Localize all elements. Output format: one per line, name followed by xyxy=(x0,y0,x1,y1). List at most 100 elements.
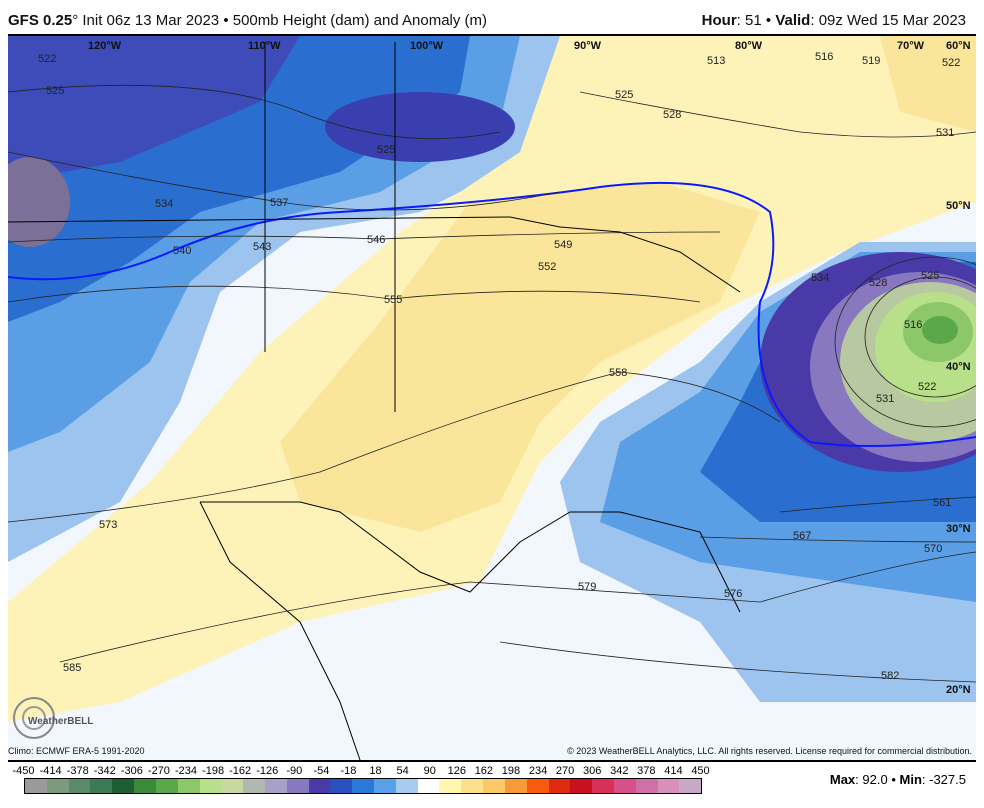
svg-text:561: 561 xyxy=(933,497,951,509)
colorbar-bin xyxy=(352,779,374,793)
colorbar-tick: -234 xyxy=(174,765,198,777)
colorbar-bin xyxy=(461,779,484,793)
colorbar-bin xyxy=(46,779,69,793)
svg-text:531: 531 xyxy=(876,393,894,405)
colorbar-tick: 342 xyxy=(610,765,629,777)
colorbar-bin xyxy=(243,779,265,793)
svg-text:525: 525 xyxy=(46,85,64,97)
colorbar-tick: 198 xyxy=(501,765,521,777)
max-min: Max: 92.0 • Min: -327.5 xyxy=(829,772,966,787)
colorbar-bin xyxy=(25,779,47,793)
svg-text:100°W: 100°W xyxy=(410,40,444,52)
climo-note: Climo: ECMWF ERA-5 1991-2020 xyxy=(8,746,145,756)
colorbar-bin xyxy=(134,779,156,793)
colorbar-tick: -90 xyxy=(286,765,303,777)
colorbar-tick: -198 xyxy=(202,765,225,777)
colorbar-tick: -162 xyxy=(229,765,252,777)
svg-text:534: 534 xyxy=(811,272,829,284)
graticule-labels: 120°W 110°W 100°W 90°W 80°W 70°W 60°N 50… xyxy=(88,40,971,696)
colorbar-bin xyxy=(439,779,462,793)
svg-text:528: 528 xyxy=(663,109,681,121)
copyright: © 2023 WeatherBELL Analytics, LLC. All r… xyxy=(567,746,972,756)
colorbar-tick: 126 xyxy=(447,765,466,777)
colorbar-bin xyxy=(526,779,549,793)
colorbar-tick: 306 xyxy=(583,765,602,777)
colorbar-tick: -306 xyxy=(120,765,143,777)
svg-text:546: 546 xyxy=(367,234,385,246)
colorbar-tick: 414 xyxy=(664,765,683,777)
colorbar-bin xyxy=(613,779,636,793)
colorbar-tick: -18 xyxy=(340,765,357,777)
svg-text:549: 549 xyxy=(554,239,572,251)
colorbar-tick: 54 xyxy=(396,765,409,777)
map-title: GFS 0.25° Init 06z 13 Mar 2023 • 500mb H… xyxy=(8,12,488,29)
colorbar-bin xyxy=(417,779,440,793)
weatherbell-logo: WeatherBELL xyxy=(13,697,93,739)
colorbar-tick: 378 xyxy=(637,765,656,777)
colorbar-tick: 18 xyxy=(369,765,382,777)
svg-text:531: 531 xyxy=(936,127,954,139)
colorbar-bin xyxy=(264,779,287,793)
colorbar-bin xyxy=(592,779,614,793)
contour-labels: 522 525 534 537 540 543 546 549 552 555 … xyxy=(38,51,960,682)
svg-text:90°W: 90°W xyxy=(574,40,602,52)
colorbar-bin xyxy=(68,779,91,793)
colorbar-tick: -270 xyxy=(147,765,170,777)
svg-text:555: 555 xyxy=(384,294,402,306)
colorbar-bin xyxy=(548,779,571,793)
svg-text:579: 579 xyxy=(578,581,596,593)
svg-text:70°W: 70°W xyxy=(897,40,925,52)
svg-text:573: 573 xyxy=(99,519,117,531)
svg-text:525: 525 xyxy=(377,144,395,156)
svg-text:40°N: 40°N xyxy=(946,361,971,373)
svg-text:516: 516 xyxy=(815,51,833,63)
colorbar-bin xyxy=(177,779,200,793)
svg-text:120°W: 120°W xyxy=(88,40,122,52)
svg-text:80°W: 80°W xyxy=(735,40,763,52)
svg-text:522: 522 xyxy=(918,381,936,393)
colorbar-bin xyxy=(199,779,222,793)
colorbar-tick: -54 xyxy=(313,765,330,777)
colorbar-bin xyxy=(395,779,418,793)
colorbar-tick: 90 xyxy=(423,765,436,777)
svg-text:525: 525 xyxy=(615,89,633,101)
colorbar-bin xyxy=(286,779,309,793)
weather-map: 522 525 534 537 540 543 546 549 552 555 … xyxy=(8,34,976,762)
svg-text:582: 582 xyxy=(881,670,899,682)
svg-text:567: 567 xyxy=(793,530,811,542)
colorbar-bin xyxy=(635,779,658,793)
svg-text:WeatherBELL: WeatherBELL xyxy=(28,716,93,727)
colorbar-tick: 234 xyxy=(528,765,548,777)
svg-text:50°N: 50°N xyxy=(946,200,971,212)
colorbar-bin xyxy=(679,779,702,793)
colorbar-tick: 162 xyxy=(474,765,494,777)
colorbar-bin xyxy=(374,779,396,793)
colorbar-tick: 450 xyxy=(691,765,710,777)
svg-text:20°N: 20°N xyxy=(946,684,971,696)
colorbar-bin xyxy=(112,779,135,793)
svg-text:570: 570 xyxy=(924,543,942,555)
colorbar-bin xyxy=(504,779,527,793)
valid-time: Hour: 51 • Valid: 09z Wed 15 Mar 2023 xyxy=(701,12,966,29)
svg-text:513: 513 xyxy=(707,55,725,67)
svg-text:528: 528 xyxy=(869,277,887,289)
svg-text:519: 519 xyxy=(862,55,880,67)
svg-text:30°N: 30°N xyxy=(946,523,971,535)
colorbar-bin xyxy=(155,779,178,793)
colorbar-tick: -414 xyxy=(39,765,62,777)
svg-text:522: 522 xyxy=(942,57,960,69)
colorbar-bin xyxy=(657,779,680,793)
svg-text:534: 534 xyxy=(155,198,173,210)
svg-text:537: 537 xyxy=(270,197,288,209)
colorbar-bin xyxy=(221,779,244,793)
svg-text:60°N: 60°N xyxy=(946,40,971,52)
colorbar-tick: -378 xyxy=(66,765,89,777)
svg-text:585: 585 xyxy=(63,662,81,674)
svg-text:558: 558 xyxy=(609,367,627,379)
colorbar-tick: 270 xyxy=(555,765,575,777)
svg-text:576: 576 xyxy=(724,588,742,600)
line-540-dam xyxy=(8,181,976,447)
colorbar-ticks: -450 -414 -378 -342 -306 -270 -234 -198 -162 -126… xyxy=(10,765,714,777)
colorbar-tick: -342 xyxy=(93,765,116,777)
svg-text:525: 525 xyxy=(921,270,939,282)
